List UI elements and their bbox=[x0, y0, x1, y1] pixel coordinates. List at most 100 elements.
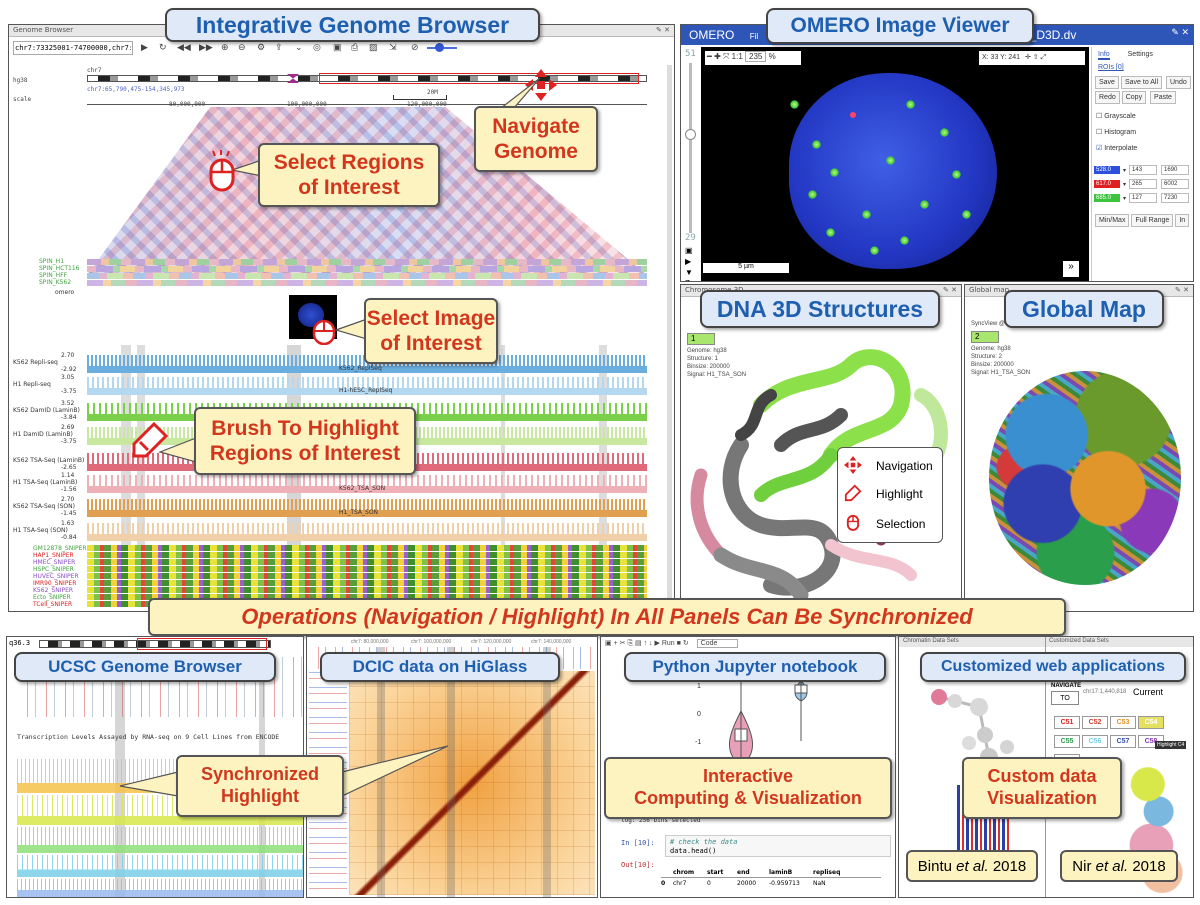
z-slider[interactable] bbox=[689, 63, 692, 233]
undo-button[interactable]: Undo bbox=[1166, 76, 1191, 89]
link-off-icon[interactable]: ⊘ bbox=[411, 42, 419, 52]
genome-browser-tab[interactable]: Genome Browser bbox=[13, 26, 74, 34]
signal-track[interactable] bbox=[87, 475, 647, 493]
z-nav-icons[interactable]: ▣▶▼Z bbox=[685, 246, 693, 281]
snipper-track[interactable] bbox=[87, 545, 647, 607]
camera-icon[interactable]: ▣ bbox=[333, 42, 342, 52]
spin-track[interactable] bbox=[87, 259, 647, 265]
rna-track-green[interactable] bbox=[17, 827, 303, 853]
channel-row[interactable]: 528.0 ▾ 143 1690 bbox=[1094, 165, 1193, 175]
stop-icon[interactable]: ■ bbox=[676, 640, 681, 647]
to-button[interactable]: TO bbox=[1051, 691, 1079, 705]
chevron-down-icon[interactable]: ▾ bbox=[1123, 167, 1127, 174]
zoom-out-icon[interactable]: ━ bbox=[707, 52, 712, 61]
fullscreen-icon[interactable]: ⤢ bbox=[1040, 54, 1047, 61]
signal-track[interactable] bbox=[87, 499, 647, 517]
share-icon[interactable]: ⇪ bbox=[275, 42, 283, 52]
global-map-sphere[interactable] bbox=[989, 371, 1181, 585]
global-map-tab[interactable]: Global map bbox=[969, 286, 1010, 294]
ucsc-view-window[interactable] bbox=[137, 638, 267, 650]
code-cell[interactable]: # check the data data.head() bbox=[665, 835, 891, 857]
copy-icon[interactable]: ⎘ bbox=[627, 640, 634, 647]
chevron-down-icon[interactable]: ▾ bbox=[1123, 181, 1127, 188]
print-icon[interactable]: ⎙ bbox=[351, 42, 359, 52]
crosshair-icon[interactable]: ✛ bbox=[1024, 54, 1031, 61]
channel-color-swatch[interactable]: 685.0 bbox=[1094, 194, 1120, 202]
structure-id-box[interactable]: 1 bbox=[687, 333, 715, 345]
next-panel-button[interactable]: » bbox=[1063, 261, 1079, 277]
ideogram-view-window[interactable] bbox=[319, 73, 639, 84]
customized-tab[interactable]: Customized Data Sets bbox=[1049, 638, 1109, 644]
paste-button[interactable]: Paste bbox=[1150, 91, 1176, 104]
cluster-chip[interactable]: C56 bbox=[1082, 735, 1108, 748]
interpolate-checkbox[interactable]: ☑ bbox=[1096, 145, 1103, 152]
omero-file-menu[interactable]: Fil bbox=[749, 32, 759, 41]
move-up-icon[interactable]: ↑ bbox=[643, 640, 648, 647]
minmax-button[interactable]: Min/Max bbox=[1095, 214, 1130, 227]
channel-min[interactable]: 143 bbox=[1129, 165, 1158, 175]
refresh-icon[interactable]: ↻ bbox=[159, 42, 167, 52]
cluster-chip[interactable]: C55 bbox=[1054, 735, 1080, 748]
save-icon[interactable]: ▣ bbox=[605, 640, 612, 647]
cluster-chip[interactable]: C52 bbox=[1082, 716, 1108, 729]
panel-controls-icon[interactable]: ✎ ✕ bbox=[1171, 27, 1189, 37]
z-slider-handle[interactable] bbox=[685, 129, 696, 140]
cluster-chip[interactable]: C57 bbox=[1110, 735, 1136, 748]
channel-row[interactable]: 617.0 ▾ 265 6002 bbox=[1094, 179, 1193, 189]
cut-icon[interactable]: ✂ bbox=[619, 640, 626, 647]
scrollbar[interactable] bbox=[667, 65, 672, 605]
ucsc-ideogram[interactable] bbox=[39, 640, 271, 648]
spin-track[interactable] bbox=[87, 273, 647, 279]
play-icon[interactable]: ▶ bbox=[141, 42, 148, 52]
panel-controls-icon[interactable]: ✎ ✕ bbox=[943, 286, 957, 294]
zoom-fit-button[interactable]: 1:1 bbox=[731, 52, 743, 61]
save-button[interactable]: Save bbox=[1095, 76, 1119, 89]
cluster-chip[interactable]: C54 bbox=[1138, 716, 1164, 729]
settings-tab[interactable]: Settings bbox=[1127, 51, 1153, 58]
channel-min[interactable]: 265 bbox=[1129, 179, 1158, 189]
sync-view-label[interactable]: SyncView @ bbox=[971, 321, 1005, 327]
signal-track[interactable] bbox=[87, 377, 647, 395]
channel-min[interactable]: 127 bbox=[1129, 193, 1158, 203]
forward-icon[interactable]: ▶▶ bbox=[199, 42, 213, 52]
channel-color-swatch[interactable]: 528.0 bbox=[1094, 166, 1120, 174]
cell-type-select[interactable]: Code bbox=[696, 639, 739, 648]
paste-icon[interactable]: ▤ bbox=[635, 640, 642, 647]
zoom-slider-handle[interactable] bbox=[435, 43, 444, 52]
upload-icon[interactable]: ⇧ bbox=[1032, 54, 1039, 61]
spin-track[interactable] bbox=[87, 266, 647, 272]
rois-tab[interactable]: ROIs [0] bbox=[1098, 64, 1124, 71]
panel-controls-icon[interactable]: ✎ ✕ bbox=[656, 26, 670, 34]
channel-row[interactable]: 685.0 ▾ 127 7230 bbox=[1094, 193, 1193, 203]
fit-icon[interactable]: ⤧ bbox=[723, 52, 730, 61]
channel-max[interactable]: 7230 bbox=[1161, 193, 1190, 203]
zoom-in-icon[interactable]: ⊕ bbox=[221, 42, 229, 52]
in-button[interactable]: In bbox=[1175, 214, 1190, 227]
structure-id-box[interactable]: 2 bbox=[971, 331, 999, 343]
channel-max[interactable]: 1690 bbox=[1161, 165, 1190, 175]
zoom-in-icon[interactable]: ✚ bbox=[714, 52, 721, 61]
signal-track[interactable] bbox=[87, 355, 647, 373]
cluster-chip[interactable]: C53 bbox=[1110, 716, 1136, 729]
signal-track[interactable] bbox=[87, 523, 647, 541]
full-range-button[interactable]: Full Range bbox=[1131, 214, 1174, 227]
expand-icon[interactable]: ⇲ bbox=[389, 42, 397, 52]
histogram-checkbox[interactable]: ☐ bbox=[1096, 129, 1103, 136]
target-icon[interactable]: ◎ bbox=[313, 42, 321, 52]
rna-track-cyan[interactable] bbox=[17, 855, 303, 877]
move-down-icon[interactable]: ↓ bbox=[649, 640, 653, 647]
settings-icon[interactable]: ⚙ bbox=[257, 42, 266, 52]
chromatin-tab[interactable]: Chromatin Data Sets bbox=[903, 638, 959, 644]
grayscale-checkbox[interactable]: ☐ bbox=[1096, 113, 1103, 120]
copy-button[interactable]: Copy bbox=[1121, 91, 1147, 104]
rewind-icon[interactable]: ◀◀ bbox=[177, 42, 191, 52]
chevron-down-icon[interactable]: ▾ bbox=[1123, 195, 1127, 202]
rna-track-blue[interactable] bbox=[17, 879, 303, 897]
hic-contact-matrix[interactable] bbox=[349, 671, 595, 895]
location-input[interactable] bbox=[13, 41, 133, 55]
chevron-down-icon[interactable]: ⌄ bbox=[295, 42, 303, 52]
restart-icon[interactable]: ↻ bbox=[682, 640, 689, 647]
panel-controls-icon[interactable]: ✎ ✕ bbox=[1175, 286, 1189, 294]
zoom-value[interactable]: 235 bbox=[745, 51, 767, 62]
channel-color-swatch[interactable]: 617.0 bbox=[1094, 180, 1120, 188]
